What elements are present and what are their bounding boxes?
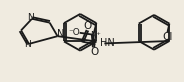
Text: O: O — [84, 21, 92, 31]
Text: N: N — [25, 40, 31, 49]
Text: N: N — [57, 29, 64, 39]
Text: N⁺: N⁺ — [90, 31, 101, 40]
Text: HN: HN — [100, 38, 115, 48]
Text: Cl: Cl — [162, 32, 173, 42]
Text: O: O — [90, 47, 99, 57]
Text: N: N — [28, 13, 34, 22]
Text: ⁻O: ⁻O — [69, 28, 81, 37]
